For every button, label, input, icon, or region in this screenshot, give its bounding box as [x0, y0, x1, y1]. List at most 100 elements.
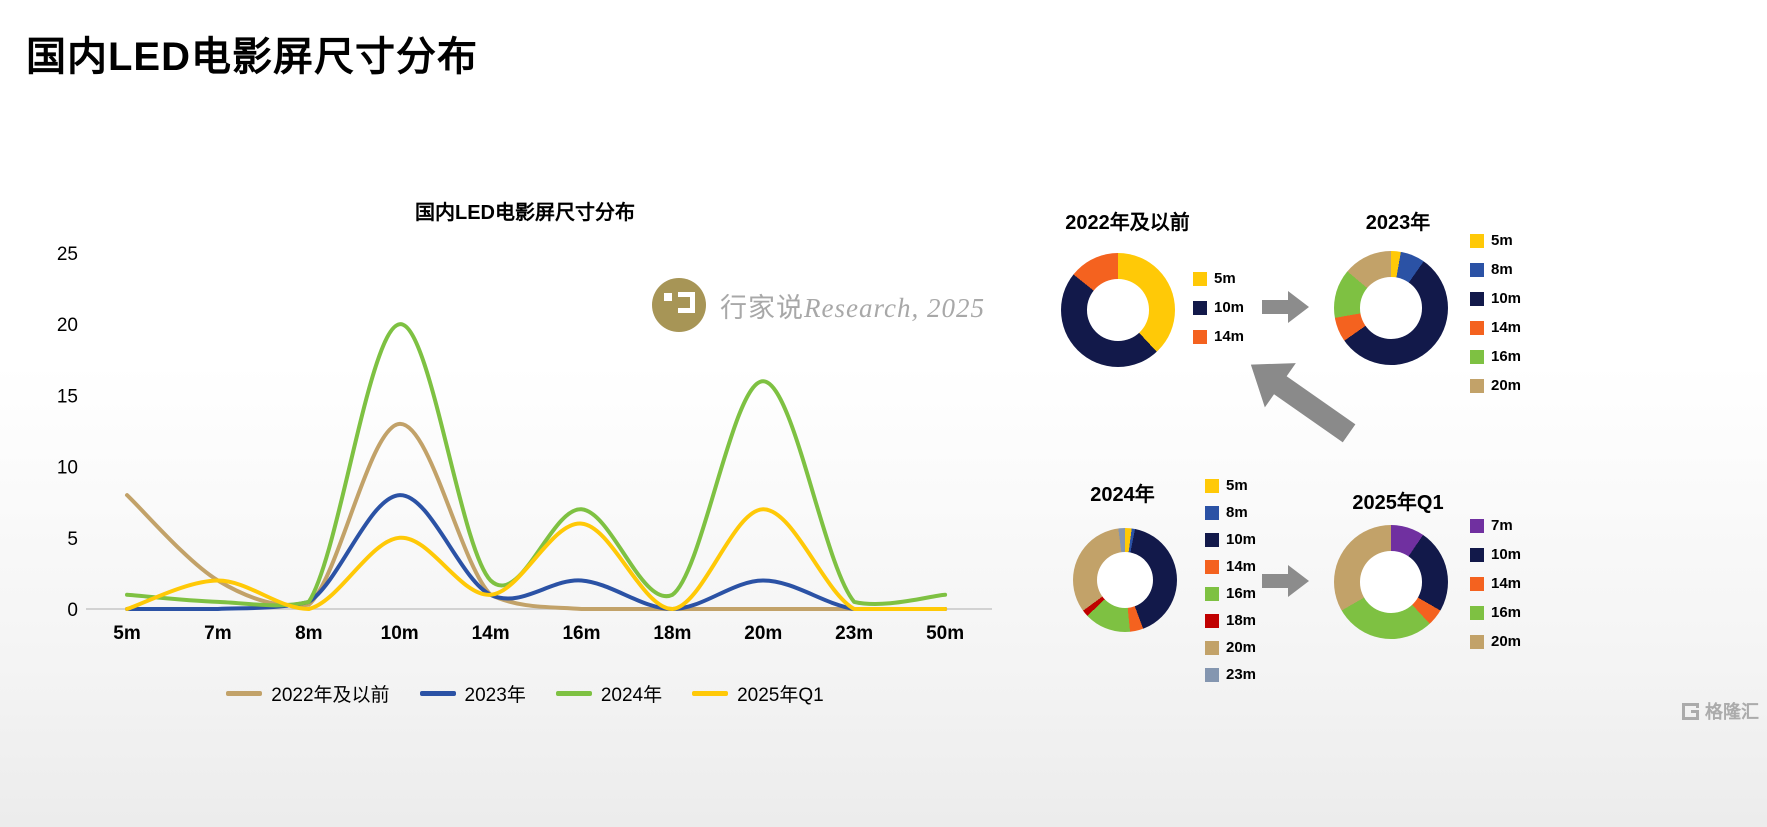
donut-legend-item: 20m	[1470, 633, 1521, 650]
donut-legend-label: 20m	[1491, 377, 1522, 394]
donut-legend-2025: 7m 10m 14m 16m 20m	[1470, 517, 1521, 662]
donut-hole	[1087, 279, 1149, 341]
line-chart-title: 国内LED电影屏尺寸分布	[415, 202, 635, 224]
y-tick-label: 0	[67, 600, 78, 621]
donut-legend-item: 10m	[1193, 299, 1244, 316]
x-tick-label: 8m	[295, 623, 322, 644]
donut-legend-label: 14m	[1491, 575, 1522, 592]
donut-hole	[1096, 551, 1154, 609]
donut-legend-swatch	[1470, 547, 1484, 562]
donut-legend-swatch	[1470, 634, 1484, 649]
legend-item: 2022年及以前	[226, 680, 390, 707]
watermark: 行家说Research, 2025	[652, 278, 985, 332]
x-tick-label: 7m	[204, 623, 231, 644]
donut-2024	[1073, 528, 1177, 632]
donut-legend-swatch	[1470, 262, 1484, 277]
arrow-diagonal-icon	[1250, 363, 1356, 443]
legend-item: 2024年	[555, 680, 663, 707]
donut-legend-label: 16m	[1491, 348, 1522, 365]
legend-label: 2024年	[600, 685, 663, 706]
donut-legend-label: 5m	[1214, 270, 1236, 287]
donut-legend-label: 10m	[1214, 299, 1245, 316]
donut-legend-item: 8m	[1470, 261, 1521, 278]
x-tick-label: 16m	[562, 623, 600, 644]
series-line-0	[125, 421, 948, 612]
donut-legend-item: 14m	[1193, 328, 1244, 345]
donut-legend-swatch	[1470, 605, 1484, 620]
donut-legend-item: 10m	[1470, 546, 1521, 563]
donut-legend-label: 14m	[1214, 328, 1245, 345]
line-chart-legend: 2022年及以前 2023年 2024年 2025年Q1	[40, 680, 1010, 707]
donut-legend-item: 10m	[1470, 290, 1521, 307]
donut-legend-label: 16m	[1226, 585, 1257, 602]
donut-legend-label: 10m	[1491, 290, 1522, 307]
donut-legend-item: 16m	[1205, 585, 1256, 602]
gelonghui-icon	[1682, 702, 1699, 720]
donut-legend-label: 7m	[1491, 517, 1513, 534]
donut-legend-label: 5m	[1491, 232, 1513, 249]
series-line-3	[125, 507, 948, 612]
y-tick-label: 10	[57, 458, 78, 479]
donut-panel: 2022年及以前 5m 10m 14m 2023年 5m 8m 10m 14m 16m 20m…	[1040, 190, 1760, 730]
legend-swatch	[419, 691, 456, 696]
donut-legend-item: 20m	[1205, 639, 1256, 656]
donut-legend-label: 10m	[1491, 546, 1522, 563]
legend-item: 2025年Q1	[692, 680, 824, 707]
donut-legend-item: 20m	[1470, 377, 1521, 394]
donut-2025	[1334, 525, 1448, 639]
donut-legend-swatch	[1205, 505, 1219, 520]
donut-hole	[1360, 277, 1422, 339]
donut-legend-swatch	[1193, 329, 1207, 344]
arrow-right-icon	[1262, 291, 1309, 323]
donut-legend-swatch	[1193, 300, 1207, 315]
donut-legend-swatch	[1470, 291, 1484, 306]
donut-legend-label: 14m	[1491, 319, 1522, 336]
donut-legend-swatch	[1470, 320, 1484, 335]
legend-swatch	[555, 691, 592, 696]
watermark-suffix: Research, 2025	[804, 292, 985, 323]
line-chart: 国内LED电影屏尺寸分布 行家说Research, 2025 0 5 10 15 20 2…	[40, 188, 1010, 728]
badge-hook-icon	[678, 292, 695, 313]
legend-label: 2022年及以前	[271, 685, 390, 706]
donut-legend-swatch	[1205, 613, 1219, 628]
line-chart-canvas: 0 5 10 15 20 25 5m 7m 8m 10m 14m 16m 18m 20m 23m 50m	[57, 244, 992, 644]
donut-legend-label: 10m	[1226, 531, 1257, 548]
donut-legend-item: 16m	[1470, 348, 1521, 365]
x-tick-label: 23m	[835, 623, 873, 644]
donut-legend-swatch	[1470, 378, 1484, 393]
donut-legend-swatch	[1205, 532, 1219, 547]
donut-legend-item: 23m	[1205, 666, 1256, 683]
donut-legend-label: 20m	[1226, 639, 1257, 656]
donut-legend-swatch	[1470, 349, 1484, 364]
donut-legend-2022: 5m 10m 14m	[1193, 270, 1244, 357]
donut-2023	[1334, 251, 1448, 365]
x-tick-label: 14m	[472, 623, 510, 644]
donut-legend-item: 14m	[1205, 558, 1256, 575]
donut-legend-item: 14m	[1470, 319, 1521, 336]
donut-title-2023: 2023年	[1365, 212, 1431, 234]
y-tick-label: 15	[57, 386, 78, 407]
donut-legend-swatch	[1470, 576, 1484, 591]
donut-legend-swatch	[1470, 233, 1484, 248]
donut-legend-item: 16m	[1470, 604, 1521, 621]
x-tick-label: 10m	[381, 623, 419, 644]
gelonghui-text: 格隆汇	[1705, 702, 1759, 722]
donut-2022	[1061, 253, 1175, 367]
donut-legend-item: 14m	[1470, 575, 1521, 592]
donut-legend-2023: 5m 8m 10m 14m 16m 20m	[1470, 232, 1521, 406]
donut-legend-label: 20m	[1491, 633, 1522, 650]
donut-legend-item: 5m	[1193, 270, 1244, 287]
brand-badge-icon	[652, 278, 706, 332]
donut-title-2022: 2022年及以前	[1065, 212, 1190, 234]
donut-legend-label: 8m	[1226, 504, 1248, 521]
donut-legend-label: 5m	[1226, 477, 1248, 494]
y-tick-label: 20	[57, 315, 78, 336]
donut-legend-item: 5m	[1205, 477, 1256, 494]
legend-label: 2025年Q1	[737, 685, 824, 706]
donut-title-2024: 2024年	[1090, 484, 1155, 506]
x-tick-label: 5m	[113, 623, 140, 644]
donut-title-2025: 2025年Q1	[1352, 492, 1444, 514]
donut-legend-item: 7m	[1470, 517, 1521, 534]
donut-legend-swatch	[1205, 640, 1219, 655]
legend-item: 2023年	[419, 680, 526, 707]
